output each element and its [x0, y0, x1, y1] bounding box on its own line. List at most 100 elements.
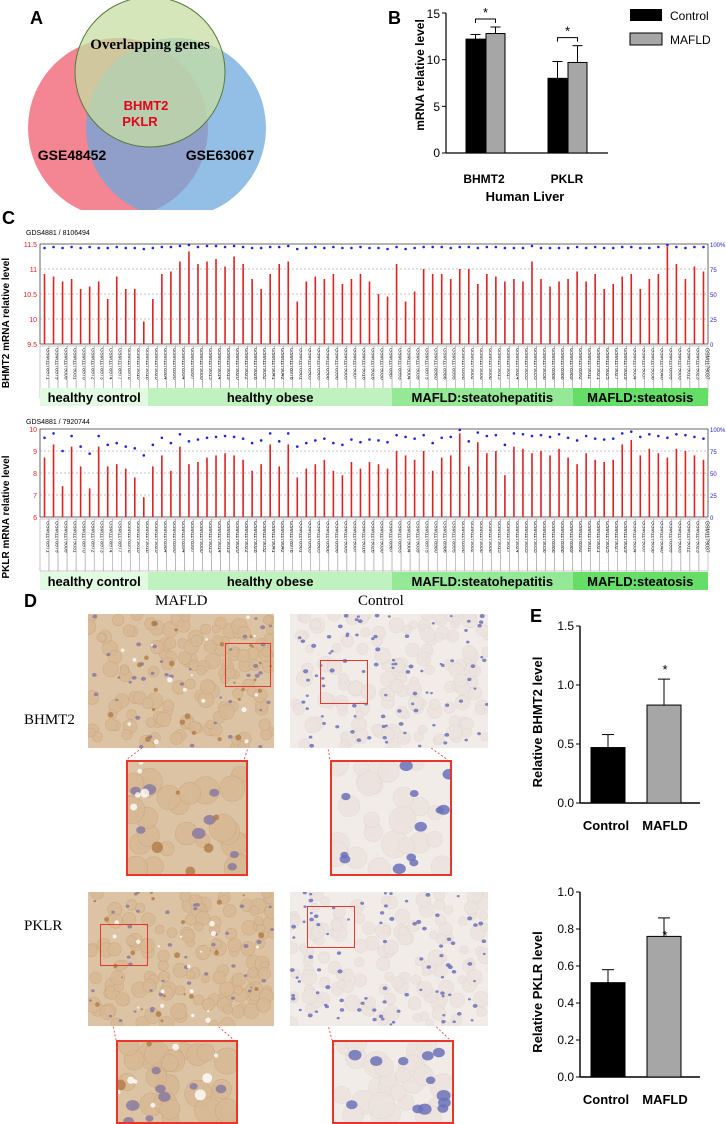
c2-pct-dot-34 — [350, 438, 353, 441]
tissue-nucleus — [316, 922, 321, 927]
ihc-mafld-bhmt2 — [88, 614, 274, 748]
c2-left-tick-0: 10 — [29, 427, 37, 434]
c1-sample-label-3: GSM1179031 — [72, 348, 78, 380]
tissue-nucleus — [291, 993, 296, 997]
c1-sample-label-2: GSM1179009 — [63, 348, 69, 380]
tissue-nucleus — [345, 632, 350, 636]
tissue-cell — [290, 1016, 298, 1026]
tissue-nucleus — [470, 1019, 474, 1022]
tissue-nucleus — [243, 974, 248, 977]
c2-sample-label-57: GSM1178988 — [559, 521, 565, 553]
tissue-cell — [149, 639, 165, 655]
tissue-stain — [153, 687, 158, 692]
c2-sample-label-9: GSM1178978 — [126, 521, 132, 553]
c2-sample-label-2: GSM1179009 — [63, 521, 69, 553]
tissue-cell — [426, 831, 443, 848]
c1-sample-label-66: GSM1179037 — [640, 348, 646, 380]
tissue-cell — [368, 1091, 396, 1120]
tissue-nucleus — [186, 981, 192, 985]
tissue-cell — [264, 903, 274, 920]
tissue-nucleus — [348, 1049, 362, 1061]
c1-pct-dot-15 — [178, 244, 182, 248]
tissue-stain — [153, 739, 159, 745]
c1-sample-label-42: GSM1178975 — [424, 348, 430, 380]
tissue-nucleus — [317, 968, 322, 972]
tissue-cell — [298, 738, 311, 748]
tissue-nucleus — [387, 615, 391, 618]
tissue-cell — [367, 857, 391, 874]
c2-left-tick-3: 7 — [33, 493, 37, 500]
c1-pct-dot-11 — [142, 247, 146, 251]
tissue-cell — [258, 718, 271, 731]
c2-pct-dot-71 — [684, 433, 687, 437]
c1-pct-dot-33 — [341, 246, 344, 250]
ihc-zoom-mafld-pklr — [116, 1040, 238, 1124]
tissue-cell — [431, 614, 447, 623]
tissue-stain — [235, 734, 242, 741]
c2-sample-label-13: GSM1178984 — [162, 521, 168, 553]
c1-sample-label-68: GSM1179040 — [658, 348, 664, 380]
c1-pct-dot-30 — [314, 245, 317, 249]
tissue-nucleus — [419, 988, 423, 992]
c1-pct-dot-23 — [250, 246, 254, 250]
c2-sample-label-40: GSM1179004 — [406, 521, 412, 553]
e2-bar-control — [590, 982, 626, 1078]
c2-sample-label-23: GSM1179028 — [252, 521, 258, 553]
tissue-nucleus — [125, 904, 130, 908]
tissue-stain — [256, 945, 259, 949]
tissue-stain — [152, 707, 156, 712]
chart-b-tick-y0: 0 — [433, 146, 440, 160]
tissue-cell — [310, 619, 322, 631]
c2-pct-dot-73 — [702, 437, 705, 440]
tissue-nucleus — [324, 1005, 329, 1009]
tissue-cell — [304, 716, 321, 734]
tissue-nucleus — [409, 859, 419, 867]
tissue-nucleus — [242, 634, 248, 639]
tissue-nucleus — [360, 901, 365, 905]
c2-pct-dot-45 — [449, 435, 453, 439]
tissue-nucleus — [268, 905, 272, 909]
tissue-nucleus — [203, 814, 216, 825]
c1-sample-label-38: GSM1178987 — [388, 348, 394, 380]
c2-right-tick-3: 25 — [710, 494, 717, 500]
c2-pct-dot-61 — [593, 437, 597, 440]
tissue-stain — [127, 1076, 135, 1084]
tissue-nucleus — [466, 619, 471, 623]
tissue-nucleus — [432, 723, 436, 727]
tissue-stain — [237, 697, 241, 701]
tissue-stain — [174, 628, 178, 632]
c2-sample-label-15: GSM1178994 — [180, 521, 186, 553]
c2-sample-label-53: GSM1179033 — [523, 521, 529, 553]
chart-e1-tick-0: 0.0 — [557, 796, 574, 810]
tissue-cell — [405, 681, 422, 698]
tissue-nucleus — [158, 992, 164, 997]
tissue-nucleus — [115, 698, 119, 702]
tissue-nucleus — [397, 709, 402, 713]
c1-sample-label-65: GSM1179034 — [631, 348, 637, 380]
tissue-nucleus — [164, 673, 169, 677]
tissue-stain — [200, 950, 203, 953]
tissue-cell — [451, 615, 462, 626]
c1-pct-dot-0 — [43, 246, 46, 250]
tissue-cell — [398, 837, 416, 855]
tissue-stain — [219, 642, 225, 647]
tissue-nucleus — [404, 899, 409, 903]
tissue-cell — [362, 921, 376, 935]
c-bhmt2-ylabel: BHMT2 mRNA relative level — [1, 258, 12, 388]
tissue-nucleus — [322, 722, 326, 726]
tissue-nucleus — [389, 916, 395, 921]
c2-pct-dot-62 — [602, 438, 606, 441]
c1-sample-label-14: GSM1178990 — [171, 348, 177, 380]
tissue-cell — [219, 981, 235, 997]
tissue-nucleus — [330, 650, 334, 653]
tissue-nucleus — [301, 700, 306, 704]
c2-sample-label-55: GSM1179036 — [541, 521, 547, 553]
tissue-cell — [200, 679, 216, 695]
c1-pct-dot-40 — [404, 247, 407, 251]
c1-sample-label-47: GSM1179002 — [469, 348, 475, 380]
tissue-stain — [114, 920, 120, 925]
c2-sample-label-45: GSM1178995 — [451, 521, 457, 553]
tissue-nucleus — [426, 965, 432, 969]
c2-sample-label-41: GSM1179039 — [415, 521, 421, 553]
tissue-nucleus — [374, 614, 380, 618]
